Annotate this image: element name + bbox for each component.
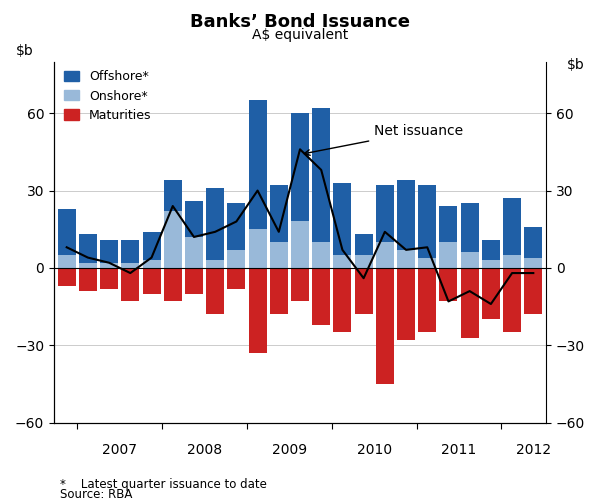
Bar [524,258,542,268]
Text: Net issuance: Net issuance [304,124,463,155]
Bar [227,250,245,268]
Bar [355,255,373,268]
Text: *    Latest quarter issuance to date: * Latest quarter issuance to date [60,478,267,491]
Bar [121,263,139,268]
Bar [79,268,97,291]
Bar [418,268,436,332]
Bar [355,268,373,314]
Text: 2011: 2011 [442,443,476,457]
Bar [503,255,521,268]
Bar [439,268,457,301]
Bar [206,260,224,268]
Bar [397,180,415,250]
Y-axis label: $b: $b [566,58,584,72]
Bar [376,185,394,242]
Bar [185,237,203,268]
Bar [270,185,288,242]
Bar [524,268,542,314]
Bar [461,268,479,338]
Bar [121,268,139,301]
Bar [164,180,182,211]
Bar [58,255,76,268]
Bar [58,268,76,286]
Bar [121,239,139,263]
Bar [503,198,521,255]
Bar [185,268,203,294]
Bar [248,229,266,268]
Bar [334,268,352,332]
Text: 2007: 2007 [102,443,137,457]
Bar [291,113,309,221]
Bar [482,268,500,320]
Bar [418,185,436,258]
Bar [482,239,500,260]
Bar [206,188,224,260]
Bar [227,268,245,288]
Bar [79,263,97,268]
Bar [355,234,373,255]
Bar [79,234,97,263]
Bar [461,253,479,268]
Bar [248,100,266,229]
Bar [312,242,330,268]
Text: A$ equivalent: A$ equivalent [252,28,348,42]
Bar [100,263,118,268]
Bar [291,268,309,301]
Bar [461,204,479,253]
Bar [143,260,161,268]
Bar [397,250,415,268]
Text: 2012: 2012 [516,443,551,457]
Bar [291,221,309,268]
Y-axis label: $b: $b [16,44,34,58]
Bar [185,201,203,237]
Bar [227,204,245,250]
Bar [376,268,394,384]
Bar [482,260,500,268]
Bar [164,211,182,268]
Bar [270,242,288,268]
Text: 2010: 2010 [356,443,392,457]
Bar [524,227,542,258]
Bar [143,232,161,260]
Text: Banks’ Bond Issuance: Banks’ Bond Issuance [190,13,410,31]
Bar [334,183,352,255]
Bar [418,258,436,268]
Bar [270,268,288,314]
Bar [312,268,330,325]
Legend: Offshore*, Onshore*, Maturities: Offshore*, Onshore*, Maturities [59,66,157,127]
Bar [100,268,118,288]
Bar [312,108,330,242]
Bar [439,242,457,268]
Text: 2009: 2009 [272,443,307,457]
Text: 2008: 2008 [187,443,222,457]
Bar [334,255,352,268]
Bar [439,206,457,242]
Text: Source: RBA: Source: RBA [60,488,133,501]
Bar [397,268,415,340]
Bar [503,268,521,332]
Bar [143,268,161,294]
Bar [100,239,118,263]
Bar [248,268,266,353]
Bar [164,268,182,301]
Bar [58,209,76,255]
Bar [206,268,224,314]
Bar [376,242,394,268]
